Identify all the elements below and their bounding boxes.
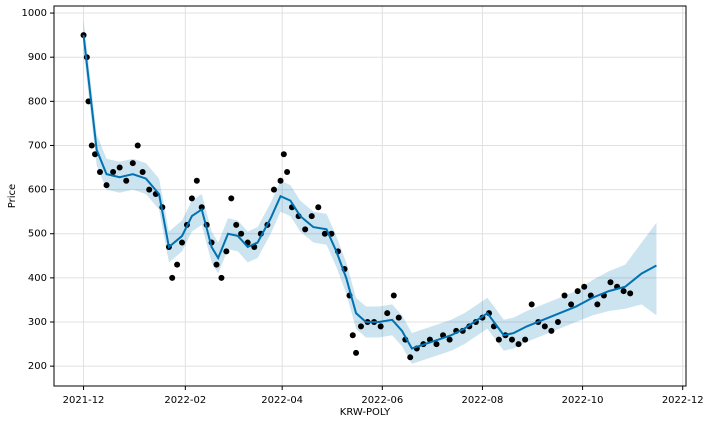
data-point: [349, 332, 356, 339]
y-tick-label: 800: [28, 96, 47, 107]
data-point: [554, 319, 561, 326]
x-tick-label: 2022-02: [164, 395, 206, 406]
data-point: [407, 354, 414, 361]
data-point: [446, 336, 453, 343]
data-point: [284, 168, 291, 175]
data-point: [321, 230, 328, 237]
data-point: [528, 301, 535, 308]
data-point: [581, 283, 588, 290]
data-point: [548, 327, 555, 334]
data-point: [92, 151, 99, 158]
data-point: [357, 323, 364, 330]
y-tick-label: 400: [28, 273, 47, 284]
data-point: [574, 288, 581, 295]
x-tick-label: 2022-04: [261, 395, 303, 406]
data-point: [568, 301, 575, 308]
data-point: [218, 274, 225, 281]
data-point: [302, 226, 309, 233]
x-axis-label: KRW-POLY: [340, 407, 391, 418]
y-tick-label: 500: [28, 229, 47, 240]
data-point: [96, 168, 103, 175]
data-point: [223, 248, 230, 255]
data-point: [395, 314, 402, 321]
data-point: [315, 204, 322, 211]
data-point: [228, 195, 235, 202]
data-point: [213, 261, 220, 268]
data-point: [179, 239, 186, 246]
data-point: [377, 323, 384, 330]
x-tick-label: 2022-10: [562, 395, 604, 406]
data-point: [198, 204, 205, 211]
data-point: [541, 323, 548, 330]
data-point: [433, 341, 440, 348]
plot-frame: [53, 5, 687, 387]
data-point: [620, 288, 627, 295]
y-tick-label: 1000: [22, 8, 47, 19]
data-point: [169, 274, 176, 281]
data-point: [627, 290, 634, 297]
data-point: [233, 221, 240, 228]
data-point: [508, 336, 515, 343]
data-point: [134, 142, 141, 149]
data-point: [174, 261, 181, 268]
y-axis-label: Price: [7, 184, 18, 208]
data-point: [390, 292, 397, 299]
data-point: [308, 213, 315, 220]
data-point: [607, 279, 614, 286]
data-point: [88, 142, 95, 149]
y-tick-label: 200: [28, 361, 47, 372]
data-point: [515, 341, 522, 348]
data-point: [238, 230, 245, 237]
x-tick-label: 2021-12: [63, 395, 105, 406]
data-point: [123, 177, 130, 184]
x-tick-label: 2022-12: [662, 395, 704, 406]
data-point: [139, 168, 146, 175]
data-point: [116, 164, 123, 171]
forecast-line: [82, 35, 657, 350]
data-point: [384, 310, 391, 317]
data-point: [270, 186, 277, 193]
uncertainty-band: [83, 19, 657, 364]
data-point: [561, 292, 568, 299]
data-point: [353, 349, 360, 356]
x-tick-label: 2022-06: [361, 395, 403, 406]
data-point: [522, 336, 529, 343]
y-tick-label: 700: [28, 140, 47, 151]
data-point: [280, 151, 287, 158]
x-tick-label: 2022-08: [462, 395, 504, 406]
data-point: [188, 195, 195, 202]
y-tick-label: 300: [28, 317, 47, 328]
y-tick-label: 900: [28, 52, 47, 63]
y-tick-label: 600: [28, 185, 47, 196]
data-point: [495, 336, 502, 343]
data-point: [594, 301, 601, 308]
data-point: [103, 182, 110, 189]
data-point: [193, 177, 200, 184]
data-point: [146, 186, 153, 193]
data-point: [110, 168, 117, 175]
data-point: [277, 177, 284, 184]
data-point: [129, 160, 136, 167]
